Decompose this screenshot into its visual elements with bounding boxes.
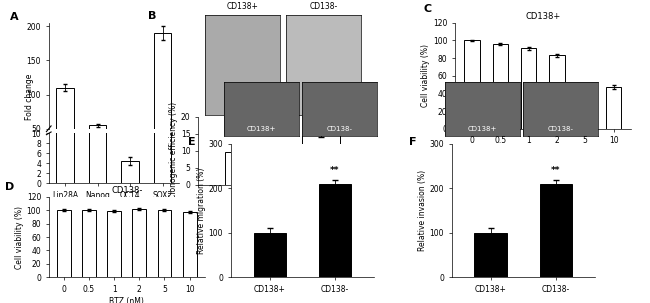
Text: C: C xyxy=(423,4,432,14)
X-axis label: CD138⁻/CD138+: CD138⁻/CD138+ xyxy=(82,203,146,212)
Text: E: E xyxy=(188,137,196,147)
Bar xyxy=(107,211,121,277)
Y-axis label: Relative invasion (%): Relative invasion (%) xyxy=(418,170,426,251)
Bar xyxy=(157,210,172,277)
Bar xyxy=(56,0,74,183)
Bar xyxy=(606,87,621,129)
Bar xyxy=(302,130,341,185)
Title: CD138+: CD138+ xyxy=(525,12,560,21)
Title: CD138-: CD138- xyxy=(111,186,142,195)
Bar xyxy=(254,233,286,277)
Y-axis label: Cell viability (%): Cell viability (%) xyxy=(421,44,430,107)
Text: D: D xyxy=(5,182,14,192)
Bar xyxy=(153,0,172,183)
Bar xyxy=(133,209,146,277)
Text: A: A xyxy=(10,12,18,22)
Y-axis label: Cell viability (%): Cell viability (%) xyxy=(15,206,24,268)
X-axis label: BTZ (nM): BTZ (nM) xyxy=(525,148,560,157)
X-axis label: BTZ (nM): BTZ (nM) xyxy=(109,297,144,303)
Text: Fold change: Fold change xyxy=(25,74,34,120)
Text: **: ** xyxy=(551,166,560,175)
Text: F: F xyxy=(409,137,417,147)
Bar xyxy=(493,44,508,129)
Bar xyxy=(88,0,107,183)
Bar xyxy=(540,184,572,277)
Bar xyxy=(549,55,565,129)
Text: CD138+: CD138+ xyxy=(226,2,258,11)
Y-axis label: Relative migration (%): Relative migration (%) xyxy=(197,167,205,254)
Bar xyxy=(82,210,96,277)
Bar xyxy=(121,161,139,183)
Text: **: ** xyxy=(330,166,339,175)
Bar xyxy=(88,125,107,163)
Text: CD138-: CD138- xyxy=(547,126,573,132)
Bar xyxy=(521,48,536,129)
Text: CD138+: CD138+ xyxy=(247,126,276,132)
Bar xyxy=(318,184,351,277)
Bar xyxy=(57,210,71,277)
Bar xyxy=(464,40,480,129)
Bar xyxy=(225,152,263,185)
Bar xyxy=(474,233,507,277)
Bar xyxy=(56,88,74,163)
Bar xyxy=(183,212,196,277)
Text: CD138+: CD138+ xyxy=(468,126,497,132)
Text: CD138-: CD138- xyxy=(326,126,352,132)
Bar xyxy=(577,85,593,129)
Bar xyxy=(121,160,139,163)
Y-axis label: Clonogenic efficiency (%): Clonogenic efficiency (%) xyxy=(169,102,178,199)
Bar xyxy=(153,33,172,163)
Text: B: B xyxy=(148,11,156,21)
Text: CD138-: CD138- xyxy=(309,2,337,11)
